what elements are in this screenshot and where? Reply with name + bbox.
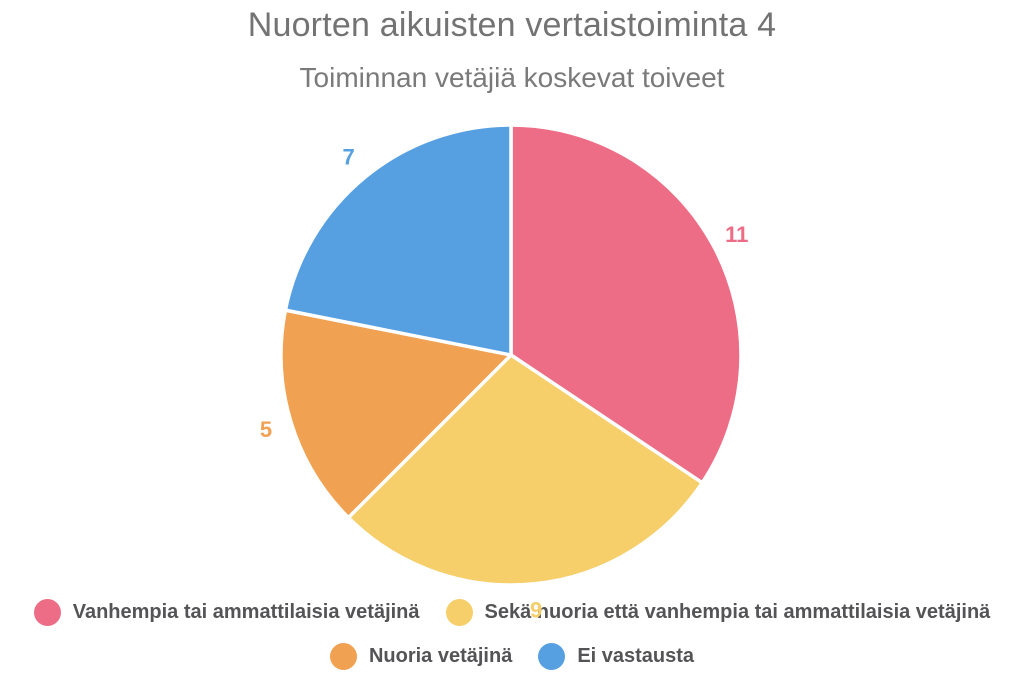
chart-title: Nuorten aikuisten vertaistoiminta 4 bbox=[247, 6, 777, 44]
pie-slice-4[interactable] bbox=[283, 123, 513, 357]
value-label: 11 bbox=[725, 222, 748, 247]
legend-label: Sekä nuoria että vanhempia tai ammattila… bbox=[484, 600, 991, 623]
pie-slice-3[interactable] bbox=[279, 308, 513, 520]
legend-item-2[interactable]: Sekä nuoria että vanhempia tai ammattila… bbox=[445, 598, 991, 626]
legend-item-4[interactable]: Ei vastausta bbox=[538, 642, 695, 670]
legend-swatch-icon bbox=[33, 598, 61, 626]
value-label: 5 bbox=[260, 417, 272, 442]
legend-label: Vanhempia tai ammattilaisia vetäjinä bbox=[72, 600, 420, 623]
legend-row-2: Nuoria vetäjinä Ei vastausta bbox=[0, 640, 1024, 672]
chart-subtitle: Toiminnan vetäjiä koskevat toiveet bbox=[299, 62, 725, 93]
legend-item-3[interactable]: Nuoria vetäjinä bbox=[329, 642, 513, 670]
legend-swatch-icon bbox=[538, 642, 566, 670]
legend-label: Ei vastausta bbox=[577, 644, 695, 667]
legend-label: Nuoria vetäjinä bbox=[368, 644, 513, 667]
legend-item-1[interactable]: Vanhempia tai ammattilaisia vetäjinä bbox=[33, 598, 420, 626]
chart-legend: Vanhempia tai ammattilaisia vetäjinä Sekä… bbox=[0, 596, 1024, 683]
legend-swatch-icon bbox=[445, 598, 473, 626]
legend-swatch-icon bbox=[329, 642, 357, 670]
value-label: 7 bbox=[342, 145, 354, 170]
pie-slice-2[interactable] bbox=[346, 353, 704, 587]
legend-row-1: Vanhempia tai ammattilaisia vetäjinä Sekä… bbox=[0, 596, 1024, 628]
